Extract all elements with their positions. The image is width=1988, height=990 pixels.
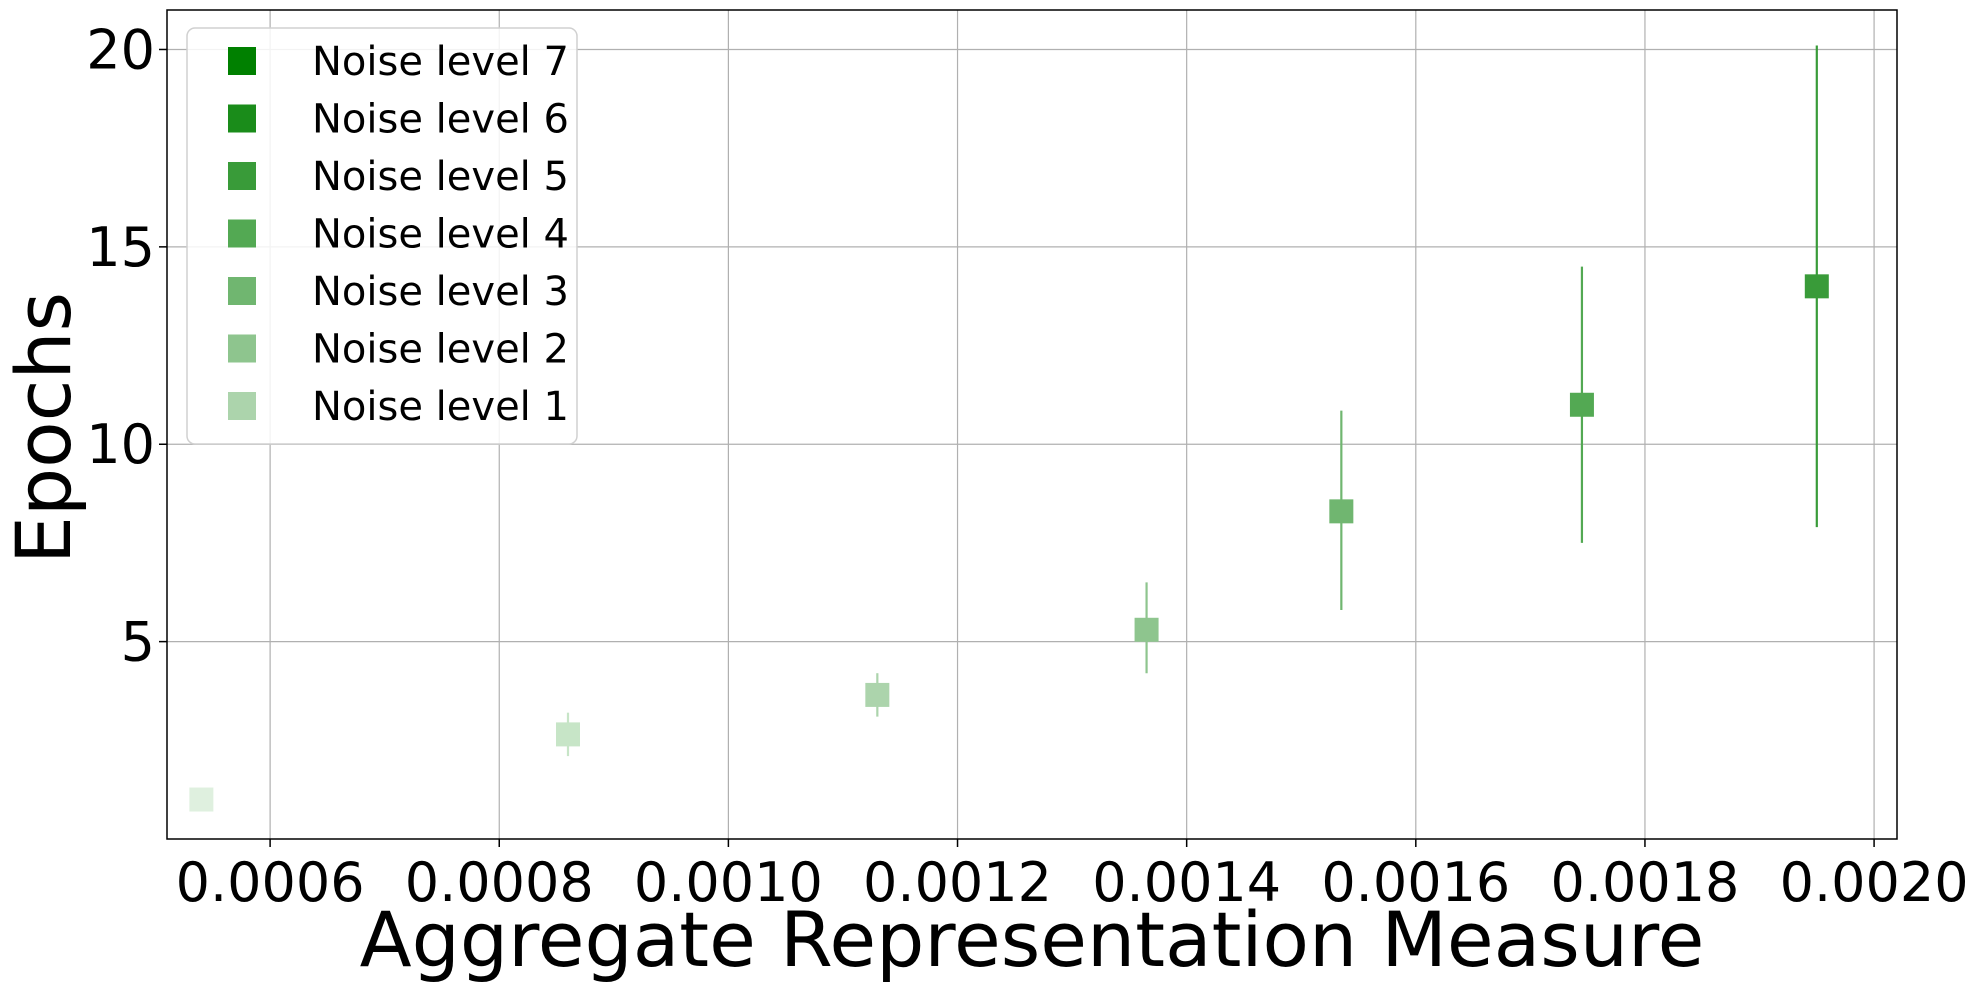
error-bars xyxy=(566,45,1818,757)
legend-marker xyxy=(228,162,256,190)
legend-marker xyxy=(228,47,256,75)
legend-box xyxy=(186,27,578,445)
legend-label: Noise level 2 xyxy=(312,327,569,373)
data-point-marker xyxy=(189,787,214,812)
x-tick-label: 0.0014 xyxy=(1092,851,1281,914)
data-markers xyxy=(189,274,1829,812)
legend-label: Noise level 5 xyxy=(312,154,569,200)
data-point-marker xyxy=(1569,392,1594,417)
legend-label: Noise level 7 xyxy=(312,39,569,85)
legend-label: Noise level 6 xyxy=(312,97,569,143)
x-tick-label: 0.0018 xyxy=(1550,851,1739,914)
y-tick-label: 10 xyxy=(86,413,155,476)
x-tick-label: 0.0010 xyxy=(634,851,823,914)
y-axis-label: Epochs xyxy=(0,292,88,564)
x-axis-label: Aggregate Representation Measure xyxy=(360,895,1705,984)
legend-marker xyxy=(228,334,256,363)
plot-frame xyxy=(166,9,1898,840)
data-point-marker xyxy=(1804,274,1829,299)
x-tick-label: 0.0016 xyxy=(1321,851,1510,914)
legend-marker xyxy=(228,219,256,248)
x-tick-label: 0.0006 xyxy=(176,851,365,914)
x-tick-label: 0.0008 xyxy=(405,851,594,914)
data-point-marker xyxy=(865,682,890,707)
legend-label: Noise level 3 xyxy=(312,269,569,315)
legend: Noise level 7 Noise level 6 Noise level 5 N… xyxy=(186,27,578,445)
y-tick-label: 20 xyxy=(86,18,155,81)
axes-frame xyxy=(166,9,1898,840)
x-axis-ticks: 0.0006 0.0008 0.0010 0.0012 0.0014 0.0016 0.00… xyxy=(176,839,1969,914)
data-point-marker xyxy=(1134,617,1159,642)
y-axis-ticks: 5 10 15 20 xyxy=(86,18,167,674)
legend-marker xyxy=(228,277,256,305)
x-tick-label: 0.0020 xyxy=(1780,851,1969,914)
legend-marker xyxy=(228,392,256,420)
legend-label: Noise level 4 xyxy=(312,212,569,258)
legend-marker xyxy=(228,104,256,133)
data-point-marker xyxy=(555,722,580,747)
y-tick-label: 5 xyxy=(121,611,155,674)
y-tick-label: 15 xyxy=(86,216,155,279)
data-point-marker xyxy=(1329,499,1354,524)
x-tick-label: 0.0012 xyxy=(863,851,1052,914)
legend-label: Noise level 1 xyxy=(312,384,569,430)
